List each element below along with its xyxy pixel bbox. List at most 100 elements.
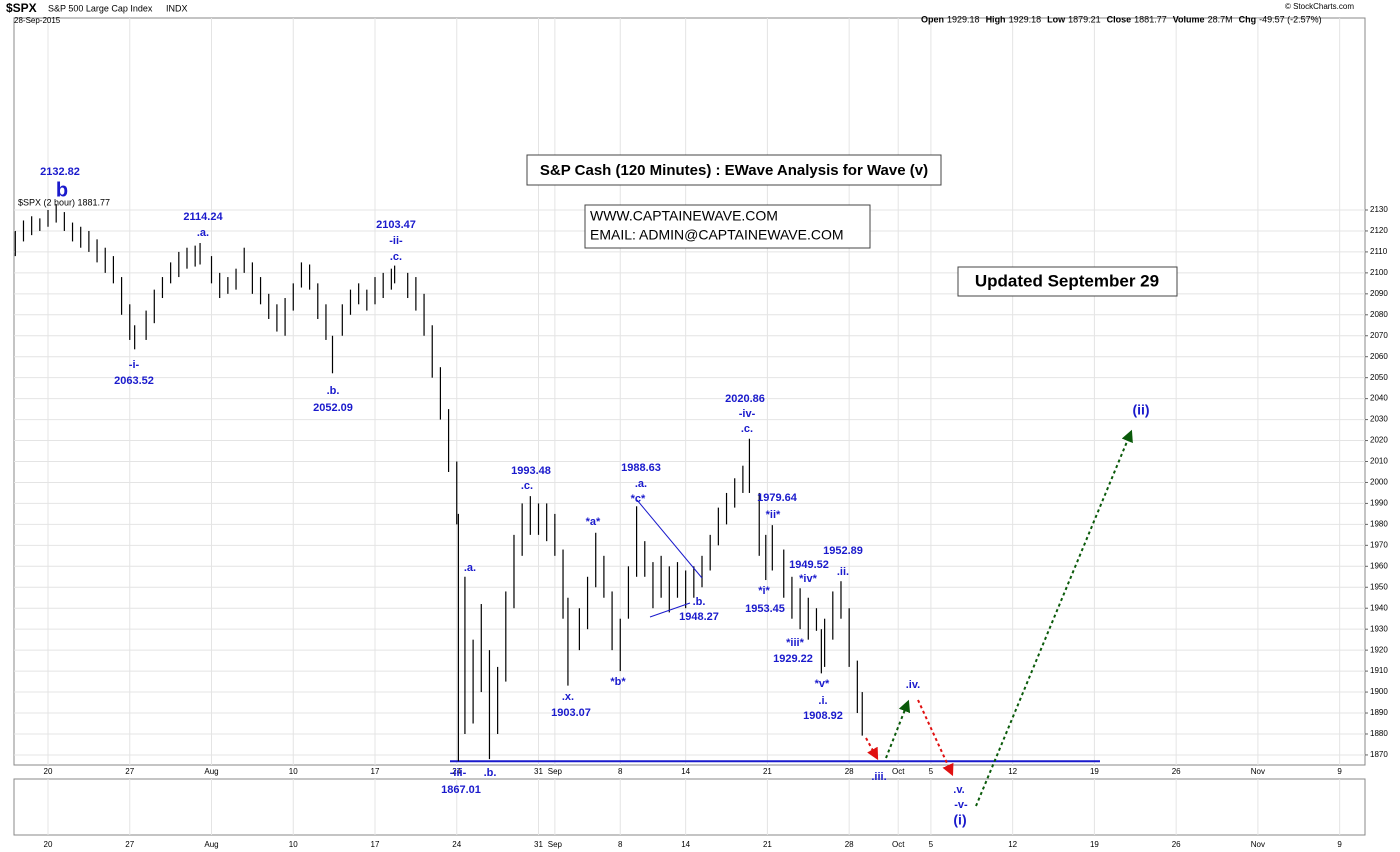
- x-tick-label: 21: [763, 767, 772, 776]
- x-tick-label: 14: [681, 767, 690, 776]
- y-tick-label: 2130: [1370, 205, 1388, 214]
- x-tick-label: 31: [534, 767, 543, 776]
- y-tick-label: 1930: [1370, 624, 1388, 633]
- wave-label: -v-: [954, 799, 968, 811]
- wave-label: 1908.92: [803, 710, 843, 722]
- wave-label: b: [56, 179, 68, 201]
- quote-value: 1881.77: [1134, 14, 1167, 24]
- y-tick-label: 1960: [1370, 561, 1388, 570]
- wave-label: -iii-: [450, 767, 467, 779]
- wave-label: *ii*: [766, 509, 781, 521]
- title-frame: [526, 154, 942, 186]
- wave-label: 1929.22: [773, 653, 813, 665]
- y-tick-label: 1940: [1370, 603, 1388, 612]
- triangle: [636, 499, 703, 618]
- x-tick-label: 28: [845, 767, 854, 776]
- annotations: 2132.82b 2114.24 .a. 2103.47 -ii- .c. -i- 2063.…: [40, 166, 1149, 828]
- arrow-down: [865, 737, 879, 761]
- x-tick-label: 12: [1008, 840, 1017, 849]
- wave-label: 2063.52: [114, 375, 154, 387]
- x-tick-label: 9: [1337, 840, 1342, 849]
- x-tick-label: 19: [1090, 767, 1099, 776]
- y-tick-label: 2100: [1370, 268, 1388, 277]
- lower-panel: [13, 778, 1366, 836]
- wave-label: *i*: [758, 585, 770, 597]
- y-tick-label: 2060: [1370, 352, 1388, 361]
- x-tick-label: 17: [371, 840, 380, 849]
- x-tick-label: 19: [1090, 840, 1099, 849]
- wave-label: 2103.47: [376, 219, 416, 231]
- projections: [865, 429, 1133, 807]
- quote-value: 1879.21: [1068, 14, 1101, 24]
- updated-frame: [957, 266, 1178, 297]
- wave-label: .ii.: [837, 566, 849, 578]
- x-tick-label: Oct: [892, 840, 905, 849]
- index-name: S&P 500 Large Cap Index: [48, 3, 153, 13]
- x-tick-label: 12: [1008, 767, 1017, 776]
- wave-label: *a*: [586, 516, 601, 528]
- chart-title: S&P Cash (120 Minutes) : EWave Analysis …: [540, 162, 928, 179]
- quote-label: Open: [921, 14, 944, 24]
- wave-label: .c.: [741, 423, 753, 435]
- x-tick-label: 5: [929, 840, 934, 849]
- wave-label: *iii*: [786, 637, 804, 649]
- quote: Open 1929.18 High 1929.18 Low 1879.21 Close 188…: [921, 14, 1322, 24]
- wave-label: 1903.07: [551, 707, 591, 719]
- wave-label: *c*: [631, 493, 646, 505]
- x-tick-label: Nov: [1251, 840, 1265, 849]
- exchange: INDX: [166, 3, 188, 13]
- contact-box: WWW.CAPTAINEWAVE.COM EMAIL: ADMIN@CAPTAI…: [584, 204, 871, 249]
- credit: © StockCharts.com: [1285, 2, 1354, 11]
- wave-label: .iv.: [906, 679, 920, 691]
- wave-label: .i.: [818, 695, 827, 707]
- wave-label: -iv-: [739, 408, 756, 420]
- y-tick-label: 1900: [1370, 687, 1388, 696]
- y-tick-label: 1880: [1370, 729, 1388, 738]
- y-tick-label: 1970: [1370, 540, 1388, 549]
- wave-label: *v*: [815, 678, 830, 690]
- x-tick-label: 27: [125, 840, 134, 849]
- quote-label: Low: [1047, 14, 1066, 24]
- y-tick-label: 1950: [1370, 582, 1388, 591]
- quote-value: 1929.18: [947, 14, 980, 24]
- y-tick-label: 2010: [1370, 457, 1388, 466]
- contact-frame: [584, 204, 871, 249]
- wave-label: .b.: [484, 767, 497, 779]
- wave-label: 1953.45: [745, 603, 785, 615]
- updated: Updated September 29: [975, 271, 1159, 290]
- y-tick-label: 2040: [1370, 394, 1388, 403]
- wave-label: 2114.24: [183, 211, 223, 223]
- x-tick-label: Aug: [204, 767, 218, 776]
- website: WWW.CAPTAINEWAVE.COM: [590, 208, 778, 224]
- wave-label: .c.: [521, 480, 533, 492]
- symbol: $SPX: [6, 1, 37, 15]
- wave-label: 1867.01: [441, 784, 481, 796]
- y-tick-label: 1920: [1370, 645, 1388, 654]
- x-tick-label: 21: [763, 840, 772, 849]
- quote-label: Close: [1107, 14, 1132, 24]
- y-tick-label: 2000: [1370, 478, 1388, 487]
- x-tick-label: 8: [618, 840, 623, 849]
- wave-label: *iv*: [799, 573, 817, 585]
- wave-label: .b.: [693, 596, 706, 608]
- y-tick-label: 1890: [1370, 708, 1388, 717]
- y-tick-label: 2020: [1370, 436, 1388, 445]
- x-tick-label: 24: [452, 767, 461, 776]
- x-tick-label: Oct: [892, 767, 905, 776]
- x-tick-label: 31: [534, 840, 543, 849]
- wave-label: .x.: [562, 691, 574, 703]
- wave-label: .a.: [197, 227, 209, 239]
- price-panel: [13, 17, 1366, 766]
- quote-label: Chg: [1239, 14, 1257, 24]
- x-tick-label: 26: [1172, 840, 1181, 849]
- wave-label: .b.: [327, 385, 340, 397]
- triangle-upper: [636, 499, 703, 579]
- quote-value: 28.7M: [1208, 14, 1233, 24]
- wave-label: -ii-: [389, 235, 403, 247]
- email: EMAIL: ADMIN@CAPTAINEWAVE.COM: [590, 227, 844, 243]
- y-tick-label: 1870: [1370, 750, 1388, 759]
- y-tick-label: 2090: [1370, 289, 1388, 298]
- arrow-down: [917, 699, 954, 777]
- x-tick-label: Sep: [548, 840, 563, 849]
- y-tick-label: 2080: [1370, 310, 1388, 319]
